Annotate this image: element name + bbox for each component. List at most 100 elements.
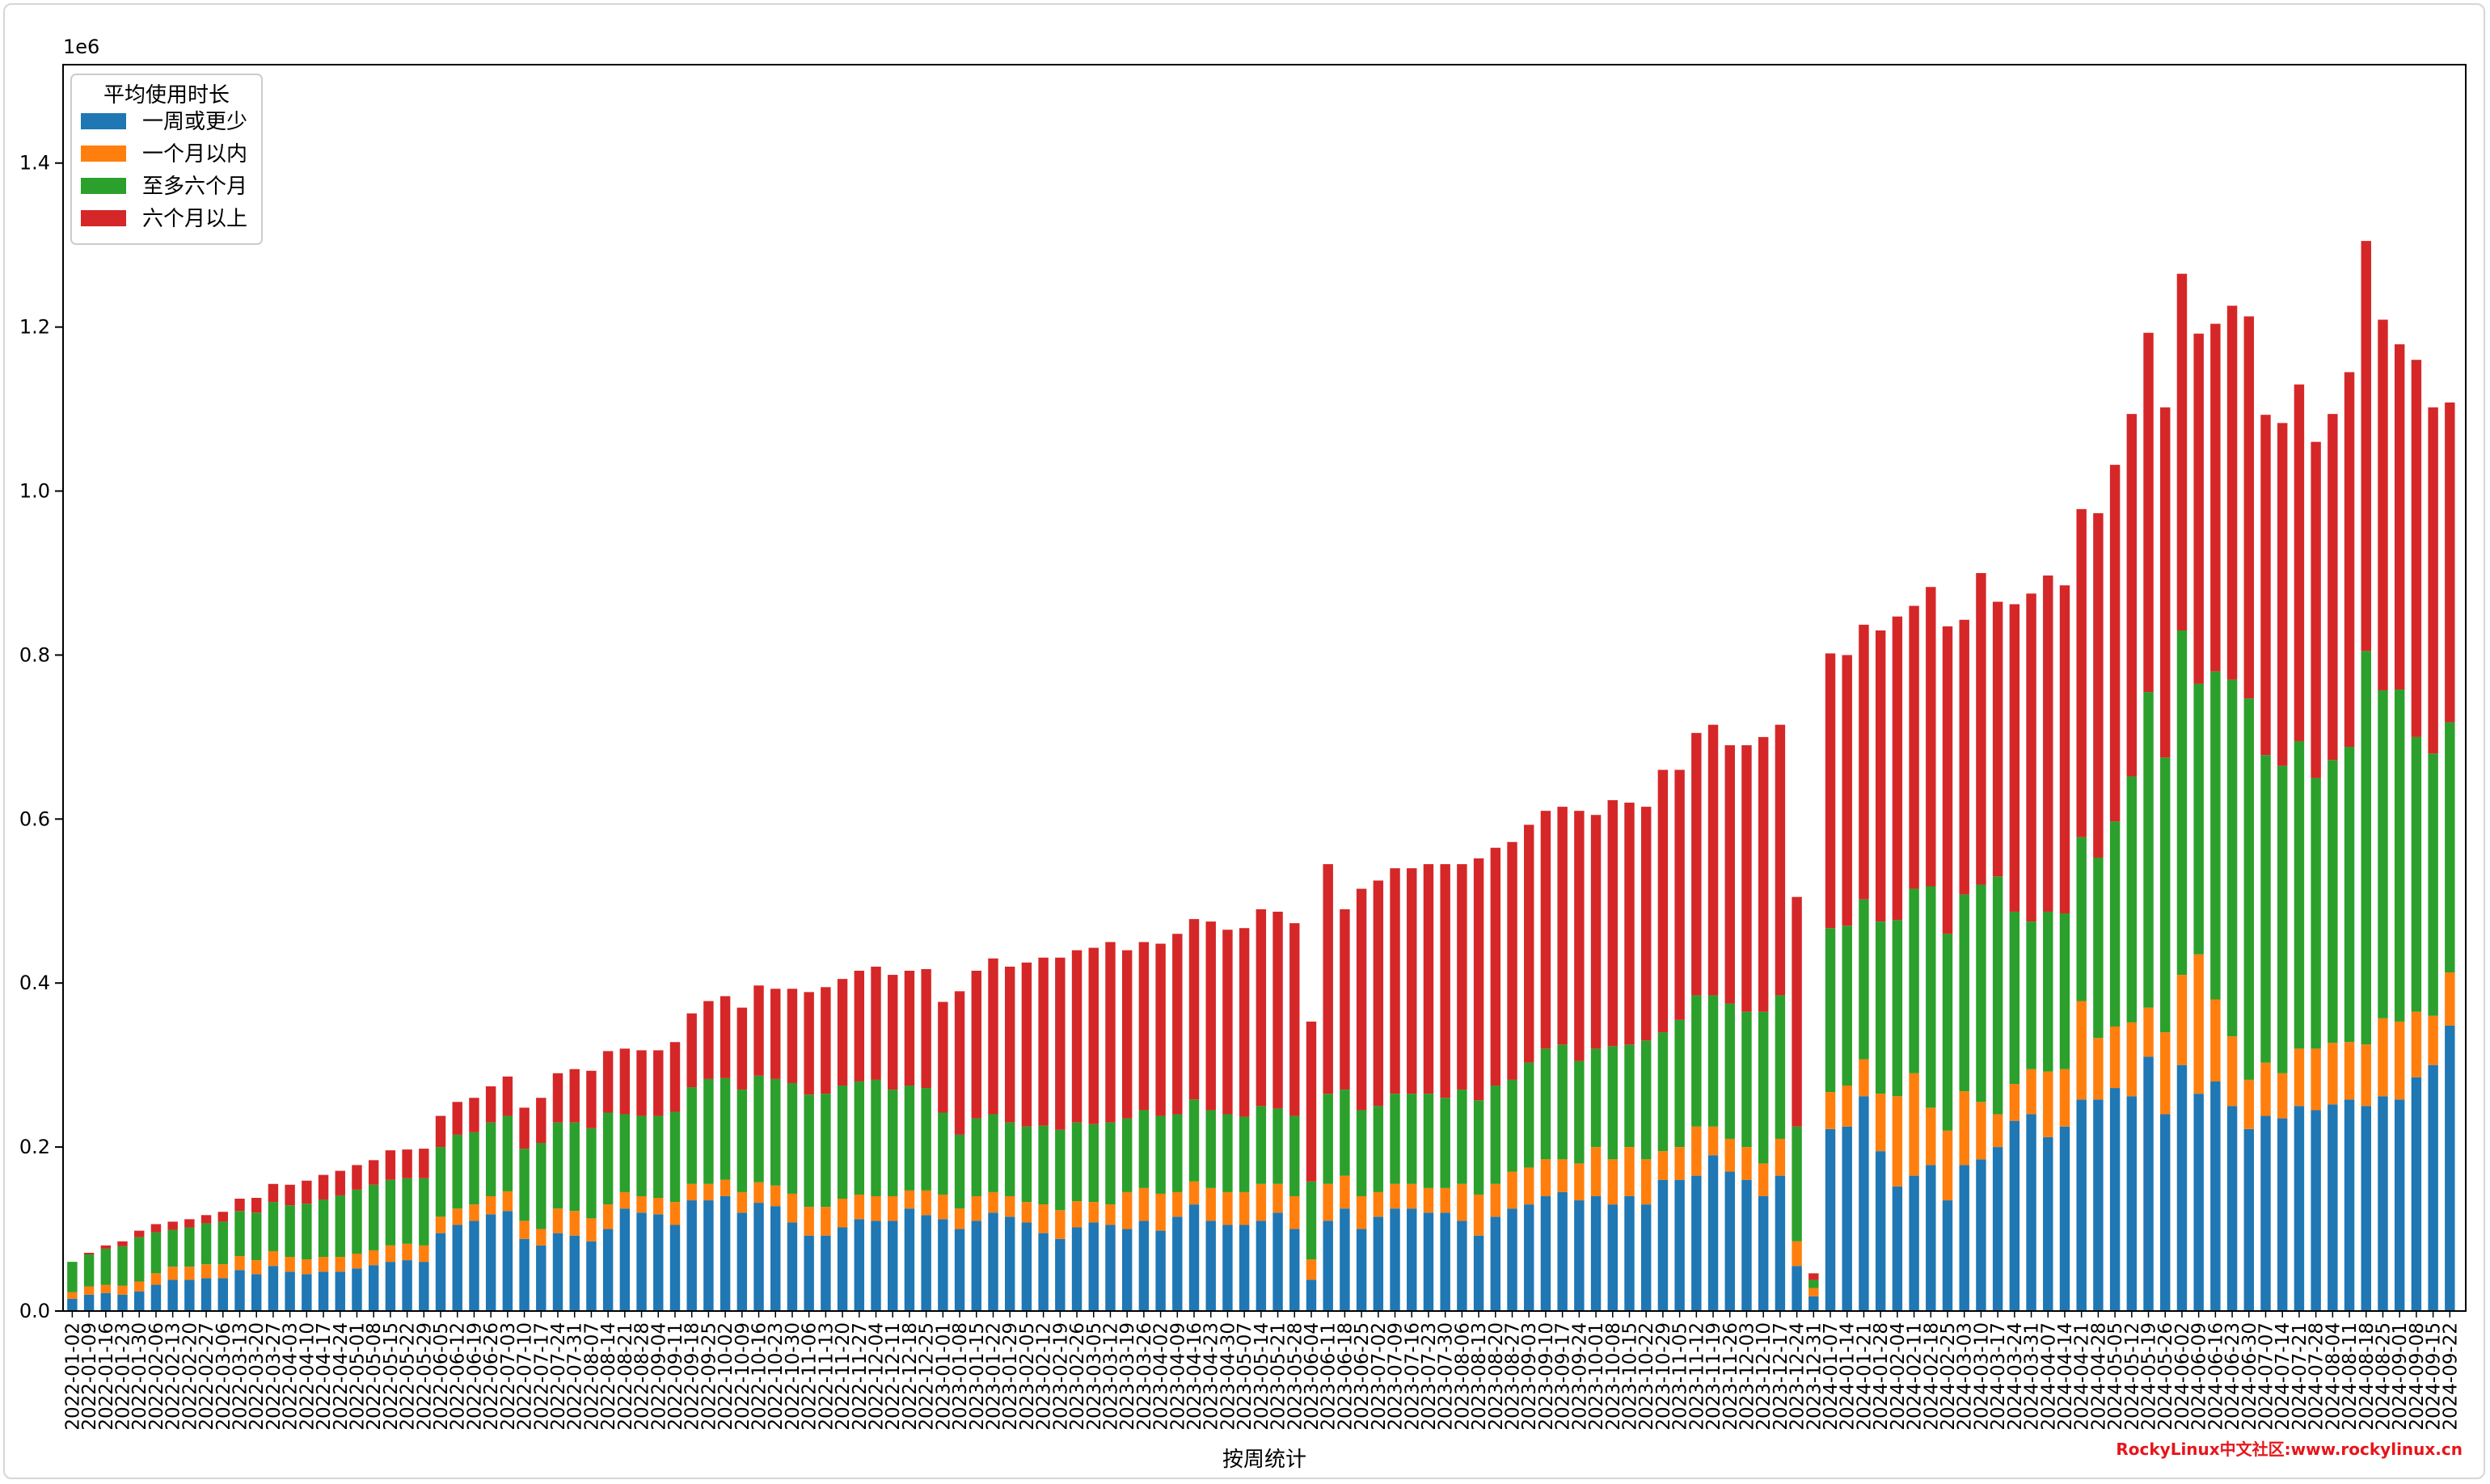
bar-segment [2059,1126,2070,1311]
bar-segment [1222,930,1233,1115]
bar-segment [971,1118,981,1196]
bar-segment [1507,1208,1517,1311]
bar-segment [302,1259,312,1275]
bar-segment [2176,630,2188,976]
x-tick-label: 2024-04-14 [2055,1322,2076,1431]
bar-segment [335,1271,345,1311]
x-tick-label: 2022-06-26 [481,1322,502,1431]
x-tick-label: 2024-09-15 [2424,1322,2445,1431]
bar-segment [1155,1193,1166,1231]
bar-segment [1356,1110,1367,1196]
bar-segment [2243,1079,2255,1129]
bar-segment [1875,630,1886,922]
bar-segment [1172,934,1183,1115]
y-tick-label: 0.8 [19,643,50,666]
bar-segment [217,1212,228,1222]
bar-segment [1071,950,1083,1123]
bar-segment [1691,1175,1702,1311]
credit-text: RockyLinux中文社区:www.rockylinux.cn [2116,1440,2463,1459]
bar-segment [167,1280,178,1311]
bar-segment [2009,1120,2020,1311]
y-tick-label: 1.4 [19,152,50,175]
bar-segment [2093,1038,2104,1100]
bar-segment [2043,575,2053,912]
x-tick-label: 2022-01-02 [62,1322,83,1431]
bar-segment [1624,1044,1635,1148]
y-tick-label: 1.0 [19,480,50,503]
bar-segment [285,1271,295,1311]
bar-segment [2226,1106,2238,1311]
bar-segment [2059,913,2070,1069]
bar-segment [2344,372,2355,748]
bar-segment [1909,888,1919,1073]
x-tick-label: 2022-05-08 [364,1322,385,1431]
bar-segment [821,1207,831,1236]
bar-segment [1457,1183,1467,1221]
bar-segment [1272,1212,1283,1311]
bar-segment [150,1224,162,1233]
bar-segment [1188,919,1200,1100]
bar-segment [1607,1159,1618,1205]
bar-segment [268,1183,279,1203]
x-tick-label: 2023-11-05 [1670,1322,1691,1431]
bar-segment [1640,1159,1652,1205]
bar-segment [2109,1026,2121,1089]
bar-segment [1926,587,1936,887]
bar-segment [1507,1171,1517,1209]
bar-segment [1724,745,1735,1004]
bar-segment [753,1203,764,1311]
bar-segment [1423,864,1434,1094]
bar-segment [251,1260,262,1275]
bar-segment [419,1262,429,1311]
bar-segment [1423,1094,1434,1188]
x-tick-label: 2023-07-23 [1419,1322,1440,1431]
bar-segment [636,1115,647,1196]
x-tick-label: 2024-01-21 [1854,1322,1875,1431]
bar-segment [2226,306,2238,680]
bar-segment [150,1232,162,1274]
bar-segment [921,1088,931,1191]
bar-segment [83,1254,95,1287]
bar-segment [1457,1090,1467,1184]
bar-segment [117,1285,128,1295]
x-tick-label: 2022-07-17 [531,1322,552,1431]
bar-segment [619,1191,631,1209]
bar-segment [602,1204,614,1229]
x-tick-label: 2023-02-05 [1017,1322,1038,1431]
bar-segment [1306,1181,1317,1260]
bar-segment [2143,332,2154,693]
x-tick-label: 2023-09-24 [1569,1322,1590,1431]
bar-segment [2361,1044,2371,1107]
bar-segment [167,1267,178,1280]
bar-segment [1507,841,1517,1080]
bar-segment [2411,736,2422,1012]
x-tick-label: 2022-12-18 [900,1322,921,1431]
x-tick-label: 2024-03-10 [1971,1322,1992,1431]
x-tick-label: 2022-03-06 [213,1322,234,1431]
bar-segment [636,1050,647,1116]
bar-segment [452,1134,462,1209]
bar-segment [1306,1021,1317,1182]
bar-segment [1239,1191,1250,1225]
bar-segment [2210,999,2221,1081]
bar-segment [2378,690,2388,1018]
bar-segment [200,1264,212,1279]
bar-segment [1992,1147,2003,1311]
bar-segment [1272,911,1283,1109]
bars-group [67,241,2455,1312]
bar-segment [753,1182,764,1204]
x-tick-label: 2023-05-14 [1251,1322,1272,1431]
bar-segment [552,1208,563,1233]
bar-segment [368,1250,379,1266]
bar-segment [2059,1069,2070,1127]
bar-segment [200,1278,212,1311]
x-tick-label: 2022-02-20 [179,1322,200,1431]
bar-segment [67,1262,78,1292]
bar-segment [2143,1007,2154,1057]
bar-segment [67,1292,78,1299]
x-tick-label: 2022-10-23 [766,1322,787,1431]
bar-segment [485,1195,496,1215]
bar-segment [318,1174,329,1200]
bar-segment [536,1098,547,1144]
bar-segment [2109,1088,2121,1311]
